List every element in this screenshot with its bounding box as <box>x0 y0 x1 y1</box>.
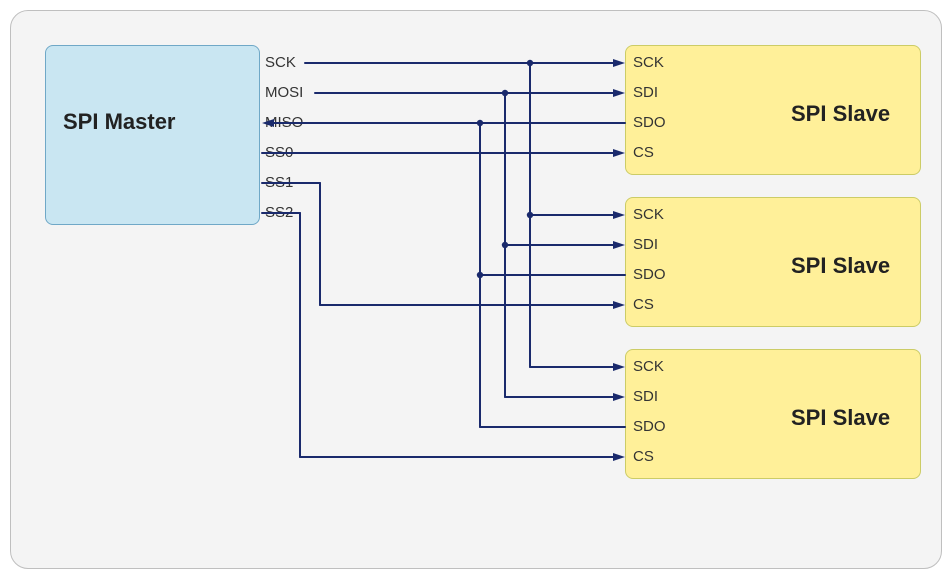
node-spi-slave-1: SPI Slave <box>625 197 921 327</box>
node-title-slave-0: SPI Slave <box>791 101 890 127</box>
node-title-slave-2: SPI Slave <box>791 405 890 431</box>
pin-label-slave1-sdo: SDO <box>633 266 666 283</box>
pin-label-slave2-sdo: SDO <box>633 418 666 435</box>
pin-label-master-miso: MISO <box>265 114 303 131</box>
pin-label-master-sck: SCK <box>265 54 296 71</box>
node-spi-slave-0: SPI Slave <box>625 45 921 175</box>
node-spi-master: SPI Master <box>45 45 260 225</box>
pin-label-master-ss1: SS1 <box>265 174 293 191</box>
pin-label-slave0-sck: SCK <box>633 54 664 71</box>
pin-label-slave1-sdi: SDI <box>633 236 658 253</box>
pin-label-slave2-sck: SCK <box>633 358 664 375</box>
pin-label-slave0-cs: CS <box>633 144 654 161</box>
pin-label-slave2-cs: CS <box>633 448 654 465</box>
pin-label-slave0-sdi: SDI <box>633 84 658 101</box>
pin-label-master-ss2: SS2 <box>265 204 293 221</box>
node-title-master: SPI Master <box>63 109 176 135</box>
pin-label-slave1-cs: CS <box>633 296 654 313</box>
pin-label-master-ss0: SS0 <box>265 144 293 161</box>
pin-label-slave1-sck: SCK <box>633 206 664 223</box>
node-spi-slave-2: SPI Slave <box>625 349 921 479</box>
node-title-slave-1: SPI Slave <box>791 253 890 279</box>
pin-label-master-mosi: MOSI <box>265 84 303 101</box>
pin-label-slave0-sdo: SDO <box>633 114 666 131</box>
pin-label-slave2-sdi: SDI <box>633 388 658 405</box>
